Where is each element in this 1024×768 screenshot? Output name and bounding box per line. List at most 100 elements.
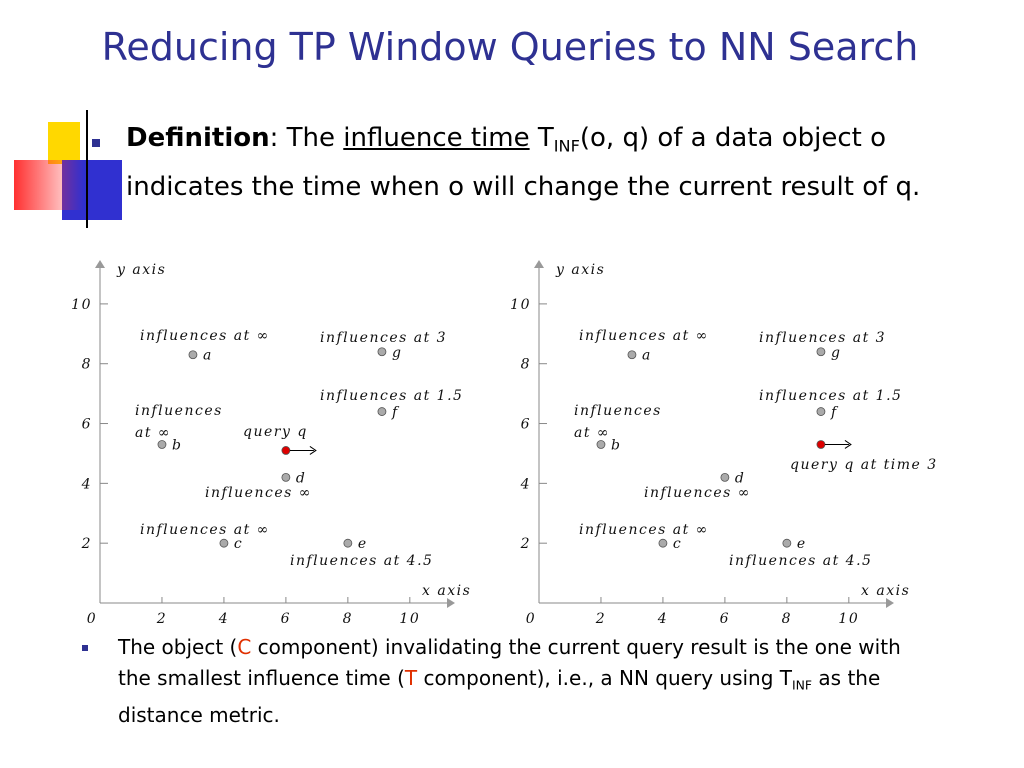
data-point bbox=[596, 440, 606, 449]
data-point bbox=[816, 440, 826, 449]
annotation: at ∞ bbox=[574, 425, 610, 441]
bullet bbox=[82, 645, 88, 651]
y-tick-label: 2 bbox=[81, 536, 92, 552]
deco bbox=[14, 160, 84, 210]
point-label: b bbox=[172, 437, 182, 453]
x-tick-label: 0 bbox=[87, 611, 97, 627]
data-point bbox=[627, 350, 637, 360]
slide-title: Reducing TP Window Queries to NN Search bbox=[101, 25, 919, 69]
data-point bbox=[281, 446, 291, 455]
text: : The bbox=[269, 123, 344, 153]
data-point bbox=[188, 350, 198, 360]
text: Definition bbox=[126, 123, 270, 153]
y-tick-label: 8 bbox=[521, 357, 531, 373]
x-tick-label: 4 bbox=[218, 611, 229, 627]
point-label: f bbox=[830, 405, 839, 421]
x-axis-label: x axis bbox=[422, 583, 471, 599]
x-tick-label: 10 bbox=[399, 611, 420, 627]
annotation: influences at ∞ bbox=[579, 328, 709, 344]
point-label: b bbox=[611, 437, 621, 453]
annotation: influences at ∞ bbox=[140, 328, 270, 344]
text: INF bbox=[553, 136, 580, 156]
query-arrow bbox=[289, 446, 317, 455]
x-tick-label: 8 bbox=[782, 611, 792, 627]
annotation: query q at time 3 bbox=[790, 457, 938, 473]
text: C bbox=[237, 635, 252, 659]
x-tick-label: 10 bbox=[838, 611, 859, 627]
x-tick-label: 2 bbox=[595, 611, 606, 627]
data-point bbox=[219, 538, 229, 548]
point-label: f bbox=[391, 405, 400, 421]
text: (o, q) of a data object o indicates the … bbox=[126, 123, 921, 202]
y-tick-label: 2 bbox=[520, 536, 531, 552]
y-axis-label: y axis bbox=[116, 262, 166, 278]
x-tick-label: 8 bbox=[343, 611, 353, 627]
annotation: influences at 3 bbox=[759, 330, 886, 346]
text: influence time bbox=[343, 123, 530, 153]
point-label: g bbox=[392, 345, 402, 361]
data-point bbox=[816, 407, 826, 416]
axis-arrow bbox=[447, 598, 455, 608]
data-point bbox=[377, 347, 387, 357]
data-point bbox=[377, 407, 387, 416]
annotation: influences at ∞ bbox=[140, 522, 270, 538]
data-point bbox=[816, 347, 826, 357]
annotation: influences bbox=[135, 403, 223, 419]
point-label: c bbox=[234, 536, 243, 552]
data-point bbox=[157, 440, 167, 449]
point-label: d bbox=[296, 470, 306, 486]
text: T bbox=[529, 123, 554, 153]
data-point bbox=[720, 472, 730, 482]
axis-arrow bbox=[95, 260, 105, 268]
point-label: e bbox=[358, 536, 368, 552]
y-tick-label: 10 bbox=[510, 297, 531, 313]
data-point bbox=[782, 538, 792, 548]
x-axis-label: x axis bbox=[861, 583, 910, 599]
annotation: influences at ∞ bbox=[579, 522, 709, 538]
point-label: d bbox=[735, 470, 745, 486]
y-tick-label: 6 bbox=[521, 417, 531, 433]
annotation: influences at 3 bbox=[320, 330, 447, 346]
y-tick-label: 10 bbox=[71, 297, 92, 313]
y-tick-label: 4 bbox=[520, 476, 531, 492]
text: T bbox=[404, 666, 418, 690]
annotation: influences at 1.5 bbox=[759, 388, 902, 404]
x-tick-label: 6 bbox=[720, 611, 730, 627]
point-label: a bbox=[642, 348, 652, 364]
annotation: at ∞ bbox=[135, 425, 171, 441]
text: INF bbox=[792, 677, 813, 693]
text: The object ( bbox=[118, 635, 238, 659]
point-label: e bbox=[797, 536, 807, 552]
data-point bbox=[281, 472, 291, 482]
text: component) invalidating the current quer… bbox=[118, 635, 901, 690]
x-tick-label: 2 bbox=[156, 611, 167, 627]
point-label: c bbox=[673, 536, 682, 552]
annotation: influences ∞ bbox=[644, 485, 751, 501]
bullet-text: Definition: The influence time TINF(o, q… bbox=[126, 118, 926, 207]
axis-arrow bbox=[534, 260, 544, 268]
annotation: influences at 4.5 bbox=[729, 553, 872, 569]
annotation: influences at 4.5 bbox=[290, 553, 433, 569]
y-tick-label: 4 bbox=[81, 476, 92, 492]
y-tick-label: 8 bbox=[82, 357, 92, 373]
data-point bbox=[343, 538, 353, 548]
bullet-text: The object (C component) invalidating th… bbox=[118, 632, 918, 731]
text: component), i.e., a NN query using T bbox=[417, 666, 792, 690]
point-label: g bbox=[831, 345, 841, 361]
bullet bbox=[92, 139, 100, 147]
text: as the distance metric. bbox=[118, 666, 881, 728]
x-tick-label: 0 bbox=[526, 611, 536, 627]
data-point bbox=[658, 538, 668, 548]
axis-arrow bbox=[886, 598, 894, 608]
x-tick-label: 6 bbox=[281, 611, 291, 627]
query-arrow bbox=[824, 440, 852, 449]
annotation: influences bbox=[574, 403, 662, 419]
deco bbox=[48, 122, 80, 164]
annotation: influences ∞ bbox=[205, 485, 312, 501]
y-tick-label: 6 bbox=[82, 417, 92, 433]
point-label: a bbox=[203, 348, 213, 364]
x-tick-label: 4 bbox=[657, 611, 668, 627]
annotation: influences at 1.5 bbox=[320, 388, 463, 404]
y-axis-label: y axis bbox=[555, 262, 605, 278]
